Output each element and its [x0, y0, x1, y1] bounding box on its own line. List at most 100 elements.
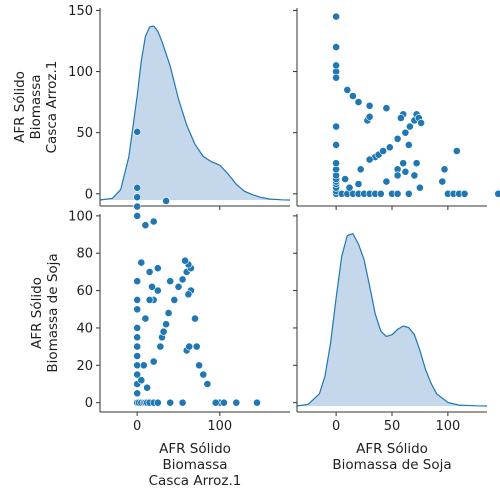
casca-vs-soja-point: [156, 342, 165, 351]
soja-vs-casca-point: [382, 177, 391, 186]
soja-vs-casca-point: [438, 177, 447, 186]
soja-vs-casca-point: [410, 171, 419, 180]
casca-vs-soja-point: [170, 295, 179, 304]
soja-vs-casca-point: [379, 147, 387, 155]
casca-vs-soja-point: [145, 267, 154, 276]
soja-vs-casca-point: [376, 189, 385, 198]
casca-vs-soja-point: [133, 183, 142, 192]
casca-vs-soja-point: [133, 305, 142, 314]
soja-vs-casca-point: [460, 189, 469, 198]
casca-vs-soja-point: [133, 202, 142, 211]
x-axis-label-casca-line: AFR Sólido: [159, 441, 231, 457]
x-axis-label-casca-line: Biomassa: [162, 457, 227, 473]
x-axis-label-soja-line: AFR Sólido: [356, 441, 428, 457]
panel-casca-diag-ytick-label: 50: [76, 126, 93, 141]
panel-casca-diag-ytick-label: 100: [68, 65, 93, 80]
panel-casca-vs-soja-xtick-label: 100: [207, 419, 232, 434]
casca-vs-soja-point: [133, 211, 142, 220]
casca-vs-soja-point: [133, 370, 142, 379]
y-axis-label-casca: AFR SólidoBiomassaCasca Arroz.1: [12, 61, 60, 154]
casca-vs-soja-point: [148, 282, 156, 291]
casca-vs-soja-point: [164, 309, 173, 317]
casca-vs-soja-point: [153, 398, 162, 407]
soja-vs-casca-point: [365, 101, 374, 110]
soja-vs-casca-point: [332, 61, 340, 70]
y-axis-label-casca-line: Casca Arroz.1: [44, 61, 60, 154]
soja-vs-casca-point: [393, 134, 402, 143]
casca-vs-soja-point: [133, 127, 142, 136]
casca-vs-soja-point: [192, 342, 201, 351]
soja-vs-casca-point: [332, 140, 340, 149]
casca-vs-soja-point: [133, 342, 142, 351]
casca-vs-soja-point: [178, 275, 187, 284]
soja-vs-casca-point: [417, 119, 425, 127]
soja-vs-casca-point: [332, 43, 340, 51]
casca-vs-soja-point: [199, 370, 208, 379]
panel-casca-vs-soja-ytick-label: 80: [76, 247, 93, 262]
panel-casca-vs-soja-ytick-label: 40: [76, 321, 93, 336]
casca-vs-soja-point: [153, 264, 162, 273]
casca-vs-soja-point: [211, 398, 220, 407]
soja-vs-casca-point: [405, 122, 414, 131]
soja-vs-casca-point: [365, 155, 374, 164]
casca-vs-soja-point: [149, 357, 158, 366]
soja-vs-casca-point: [343, 86, 352, 94]
x-axis-label-casca-line: Casca Arroz.1: [149, 473, 242, 489]
casca-vs-soja-point: [133, 361, 142, 370]
soja-vs-casca-point: [385, 143, 394, 152]
soja-vs-casca-point: [494, 189, 500, 198]
soja-vs-casca-point: [401, 128, 410, 137]
soja-vs-casca-point: [332, 122, 340, 131]
casca-vs-soja-point: [166, 398, 175, 407]
casca-vs-soja-point: [253, 398, 261, 407]
y-axis-label-soja: AFR SólidoBiomassa de Soja: [29, 253, 61, 372]
soja-vs-casca-point: [332, 159, 340, 168]
casca-diag-kde-line: [99, 25, 291, 201]
panel-casca-vs-soja-ytick-label: 100: [68, 209, 93, 224]
casca-diag-kde-fill: [100, 26, 290, 200]
panel-casca-diag-ytick-label: 0: [85, 187, 93, 202]
y-axis-label-soja-line: Biomassa de Soja: [45, 253, 61, 372]
casca-vs-soja-point: [133, 277, 142, 286]
casca-vs-soja-point: [143, 383, 151, 392]
casca-vs-soja-point: [141, 314, 150, 323]
casca-vs-soja-point: [162, 320, 170, 329]
panel-soja-diag-xtick-label: 100: [435, 419, 460, 434]
casca-vs-soja-point: [141, 221, 150, 230]
soja-vs-casca-point: [341, 175, 349, 183]
casca-vs-soja-point: [195, 361, 203, 370]
casca-vs-soja-point: [133, 352, 142, 360]
casca-vs-soja-point: [137, 376, 146, 385]
soja-vs-casca-point: [452, 147, 461, 155]
soja-vs-casca-point: [399, 159, 408, 168]
panel-soja-diag-xtick-label: 0: [332, 419, 340, 434]
y-axis-label-casca-line: Biomassa: [28, 74, 44, 139]
casca-vs-soja-point: [174, 282, 183, 291]
soja-vs-casca-point: [354, 98, 363, 106]
soja-vs-casca-point: [382, 104, 391, 113]
casca-vs-soja-point: [178, 398, 187, 407]
casca-vs-soja-point: [139, 361, 148, 370]
casca-vs-soja-point: [145, 295, 154, 304]
soja-vs-casca-point: [365, 112, 374, 121]
casca-vs-soja-point: [203, 380, 212, 388]
casca-vs-soja-point: [162, 196, 170, 205]
soja-diag-kde-line: [296, 232, 488, 407]
soja-vs-casca-point: [440, 165, 449, 174]
soja-vs-casca-point: [356, 165, 365, 174]
soja-vs-casca-point: [393, 171, 402, 180]
casca-vs-soja-point: [133, 193, 142, 202]
casca-vs-soja-point: [184, 290, 193, 299]
casca-vs-soja-point: [159, 327, 168, 336]
casca-vs-soja-point: [166, 277, 175, 286]
casca-vs-soja-point: [181, 256, 189, 265]
soja-vs-casca-point: [354, 180, 363, 188]
panel-casca-vs-soja-ytick-label: 0: [85, 396, 93, 411]
soja-vs-casca-point: [404, 140, 413, 149]
casca-vs-soja-point: [133, 389, 142, 398]
soja-vs-casca-point: [404, 189, 413, 198]
casca-vs-soja-point: [232, 398, 241, 407]
casca-vs-soja-point: [149, 217, 158, 226]
panel-casca-vs-soja-ytick-label: 20: [76, 359, 93, 374]
casca-vs-soja-point: [219, 398, 228, 407]
